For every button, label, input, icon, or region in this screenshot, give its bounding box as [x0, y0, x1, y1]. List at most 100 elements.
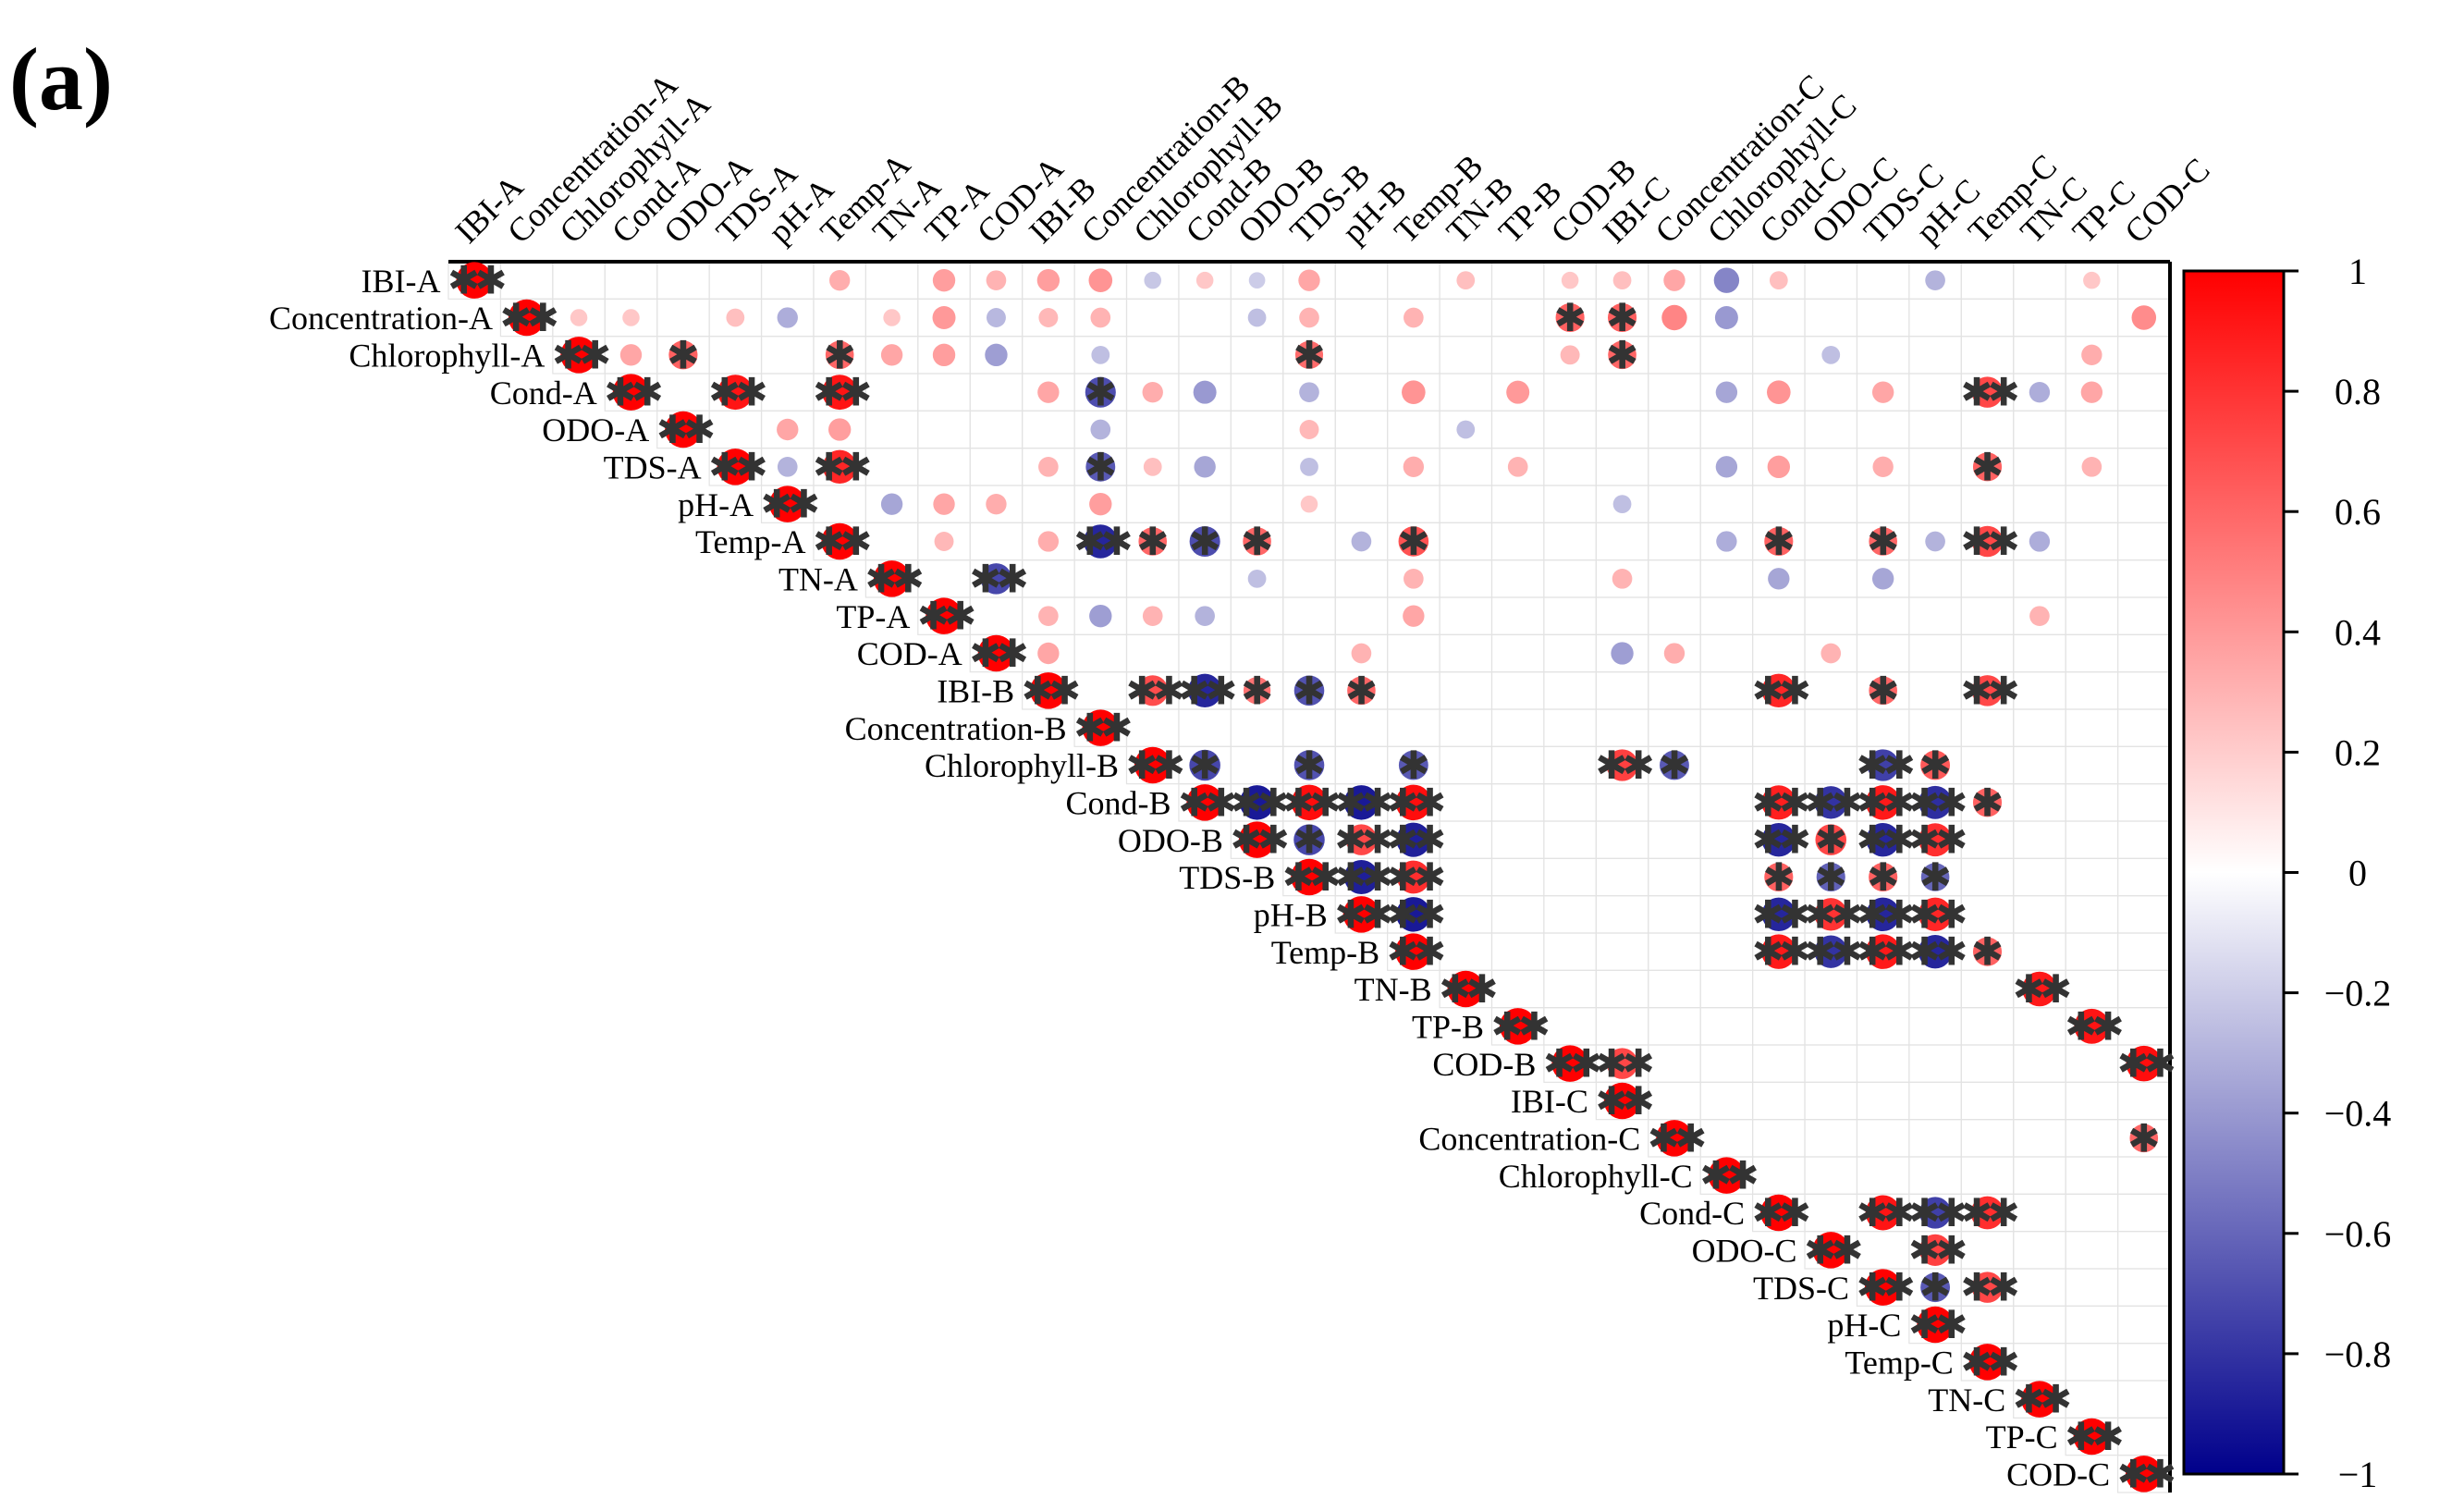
corr-circle-tds-b-x-tds-b [1291, 858, 1328, 896]
significance-mark: ✱✱ [1282, 780, 1340, 825]
significance-mark: ✱✱ [1804, 780, 1861, 825]
grid-cell [2065, 671, 2119, 710]
grid-cell [2065, 1081, 2119, 1121]
grid-cell [1334, 336, 1389, 375]
significance-mark: ✱✱ [1960, 370, 2017, 415]
grid-cell [2013, 1343, 2066, 1382]
corr-circle-temp-a-x-chlorophyll-c [1716, 531, 1737, 552]
grid-cell [1648, 448, 1701, 486]
corr-circle-odo-b-x-tds-c [1866, 822, 1900, 857]
grid-cell [1387, 261, 1440, 300]
grid-cell [1178, 410, 1232, 449]
grid-cell [2116, 1156, 2171, 1195]
corr-circle-tn-a-x-cond-c [1768, 568, 1790, 590]
colorbar-tick-label: 0.4 [2335, 611, 2381, 653]
significance-mark: ✱ [1918, 743, 1951, 788]
corr-circle-cond-b-x-ph-b [1343, 785, 1379, 820]
grid-cell [1125, 485, 1180, 523]
corr-circle-chlorophyll-a-x-ibi-c [1608, 340, 1637, 370]
row-label-concentration-a: Concentration-A [269, 300, 493, 337]
corr-circle-concentration-a-x-tds-a [726, 308, 745, 327]
grid-cell [1960, 1231, 2015, 1270]
grid-cell [2116, 559, 2171, 598]
grid-cell [1856, 1231, 1910, 1270]
corr-circle-concentration-a-x-concentration-c [1661, 304, 1687, 331]
grid-cell [1543, 783, 1597, 822]
corr-circle-cond-a-x-tn-c [2029, 381, 2051, 403]
corr-circle-ibi-a-x-tp-c [2083, 271, 2101, 289]
grid-cell [1022, 336, 1075, 375]
grid-cell [864, 522, 919, 561]
significance-mark: ✱✱ [1543, 1041, 1600, 1087]
grid-cell [2116, 522, 2171, 561]
corr-circle-chlorophyll-b-x-ph-c [1920, 750, 1951, 780]
colorbar-tick-label: −1 [2338, 1454, 2378, 1495]
grid-cell [2013, 1007, 2066, 1046]
grid-cell [2013, 1231, 2066, 1270]
significance-mark: ✱ [1918, 854, 1951, 900]
grid-cell [2065, 559, 2119, 598]
corr-circle-cond-a-x-temp-a [822, 375, 858, 411]
significance-mark: ✱ [1606, 332, 1638, 377]
grid-cell [1908, 1119, 1962, 1158]
grid-cell [2013, 671, 2066, 710]
corr-circle-ibi-a-x-cond-c [1769, 271, 1788, 290]
grid-cell [1125, 559, 1180, 598]
row-label-tn-a: TN-A [778, 560, 858, 597]
corr-circle-concentration-c-x-cod-c [2129, 1124, 2159, 1153]
corr-circle-cond-a-x-temp-b [1402, 380, 1426, 404]
grid-cell [2065, 932, 2119, 971]
corr-circle-tn-a-x-tn-a [873, 560, 911, 597]
corr-circle-concentration-a-x-cod-a [986, 308, 1006, 327]
grid-cell [1648, 373, 1701, 412]
grid-cell [813, 485, 866, 523]
grid-cell [2013, 1119, 2066, 1158]
grid-cell [1543, 1007, 1597, 1046]
grid-cell [1804, 522, 1858, 561]
grid-cell [1908, 671, 1962, 710]
grid-cell [969, 410, 1024, 449]
grid-cell [1648, 336, 1701, 375]
grid-cell [2116, 448, 2171, 486]
significance-mark: ✱✱ [1960, 1190, 2017, 1235]
significance-mark: ✱ [1293, 668, 1325, 713]
grid-cell [2013, 820, 2066, 859]
grid-cell [1387, 671, 1440, 710]
grid-cell [2065, 857, 2119, 897]
corr-circle-tp-a-x-cond-b [1195, 606, 1215, 626]
corr-circle-temp-b-x-temp-b [1395, 933, 1432, 970]
row-label-ibi-b: IBI-B [937, 672, 1014, 709]
corr-circle-odo-b-x-temp-b [1396, 822, 1431, 857]
corr-circle-concentration-a-x-chlorophyll-a [570, 309, 588, 326]
grid-cell [1439, 522, 1493, 561]
grid-cell [1699, 596, 1754, 635]
grid-cell [1908, 708, 1962, 747]
corr-circle-cod-b-x-cod-c [2126, 1045, 2163, 1082]
grid-cell [1595, 820, 1649, 859]
grid-cell [1439, 633, 1493, 673]
corr-circle-tn-b-x-tn-c [2022, 971, 2057, 1007]
significance-mark: ✱✱ [813, 444, 870, 489]
corr-circle-ibi-a-x-concentration-b [1088, 268, 1113, 292]
grid-cell [1543, 596, 1597, 635]
grid-cell [1230, 336, 1284, 375]
significance-mark: ✱ [1815, 854, 1847, 900]
grid-cell [2013, 1081, 2066, 1121]
grid-cell [2065, 522, 2119, 561]
grid-cell [2116, 1007, 2171, 1046]
grid-cell [1960, 261, 2015, 300]
significance-mark: ✱ [667, 332, 699, 377]
grid-cell [917, 410, 971, 449]
grid-cell [1490, 485, 1545, 523]
significance-mark: ✱ [1867, 854, 1899, 900]
grid-cell [1387, 708, 1440, 747]
significance-mark: ✱ [1554, 295, 1587, 340]
grid-cell [2013, 1268, 2066, 1307]
significance-mark: ✱✱ [1387, 854, 1444, 900]
grid-cell [1230, 745, 1284, 785]
grid-cell [1334, 596, 1389, 635]
row-label-tn-b: TN-B [1355, 971, 1432, 1008]
corr-circle-tds-a-x-concentration-b [1085, 451, 1116, 482]
grid-cell [1752, 1156, 1806, 1195]
grid-cell [1752, 633, 1806, 673]
